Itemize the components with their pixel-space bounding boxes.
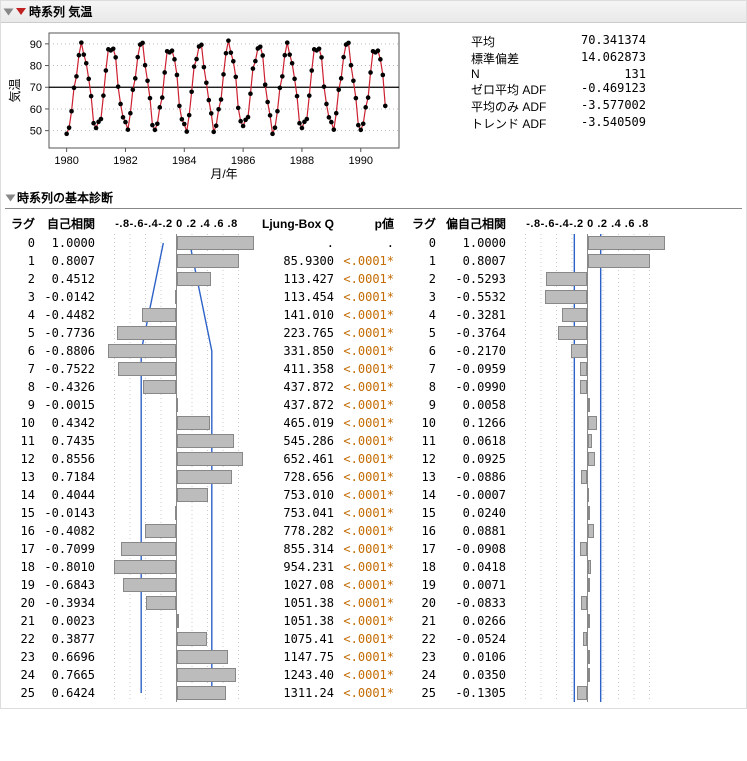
main-title: 時系列 気温: [29, 3, 92, 20]
svg-text:1980: 1980: [54, 155, 78, 167]
stat-row: ゼロ平均 ADF-0.469123: [471, 81, 740, 98]
stat-label: 標準偏差: [471, 50, 566, 67]
stat-label: 平均: [471, 33, 566, 50]
stat-value: 70.341374: [566, 33, 646, 50]
stat-label: N: [471, 67, 566, 81]
svg-text:気温: 気温: [7, 78, 22, 102]
diag-table: ラグ01234567891011121314151617181920212223…: [5, 209, 742, 708]
svg-text:1984: 1984: [172, 155, 196, 167]
stat-value: 131: [566, 67, 646, 81]
stat-row: N131: [471, 67, 740, 81]
stat-row: 平均70.341374: [471, 33, 740, 50]
main-header[interactable]: 時系列 気温: [1, 1, 746, 23]
svg-text:60: 60: [30, 104, 42, 116]
stat-value: -3.577002: [566, 98, 646, 115]
diag-title: 時系列の基本診断: [17, 189, 113, 206]
disclose-icon[interactable]: [4, 8, 14, 15]
svg-text:1988: 1988: [290, 155, 314, 167]
svg-text:90: 90: [30, 39, 42, 51]
stat-row: 標準偏差14.062873: [471, 50, 740, 67]
report-panel: 時系列 気温 50 60 70 80 90 1980 1982 1984 1986 1988 199…: [0, 0, 747, 709]
stat-row: 平均のみ ADF-3.577002: [471, 98, 740, 115]
stat-label: ゼロ平均 ADF: [471, 81, 566, 98]
stats-panel: 平均70.341374標準偏差14.062873N131ゼロ平均 ADF-0.4…: [457, 27, 740, 182]
top-area: 5060708090198019821984198619881990月/年気温 …: [1, 23, 746, 182]
svg-text:1986: 1986: [231, 155, 255, 167]
svg-text:50: 50: [30, 126, 42, 138]
svg-text:1982: 1982: [113, 155, 137, 167]
svg-text:月/年: 月/年: [210, 167, 237, 181]
diag-header[interactable]: 時系列の基本診断: [5, 188, 742, 209]
diagnostics-section: 時系列の基本診断 ラグ01234567891011121314151617181…: [5, 188, 742, 708]
menu-dropdown-icon[interactable]: [16, 8, 26, 15]
stat-label: 平均のみ ADF: [471, 98, 566, 115]
disclose-icon[interactable]: [6, 194, 16, 201]
stat-label: トレンド ADF: [471, 115, 566, 132]
stat-value: 14.062873: [566, 50, 646, 67]
svg-text:80: 80: [30, 61, 42, 73]
time-series-chart[interactable]: 50 60 70 80 90 1980 1982 1984 1986 1988 1990 月/年 気温: [7, 27, 457, 182]
stat-value: -3.540509: [566, 115, 646, 132]
stat-row: トレンド ADF-3.540509: [471, 115, 740, 132]
svg-text:70: 70: [30, 82, 42, 94]
svg-text:1990: 1990: [349, 155, 373, 167]
stat-value: -0.469123: [566, 81, 646, 98]
